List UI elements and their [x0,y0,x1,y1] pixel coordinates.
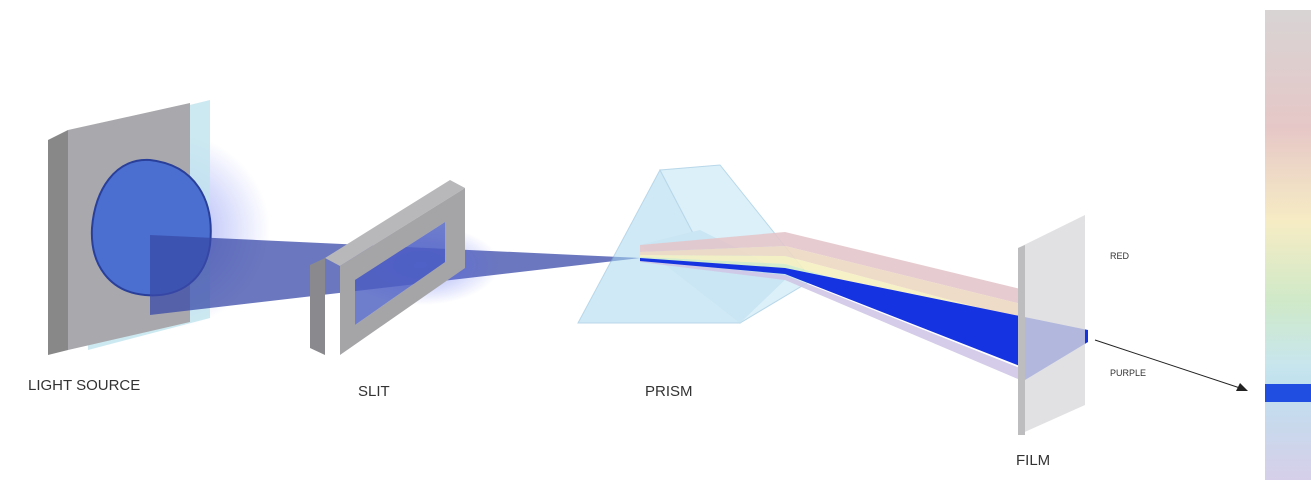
film [1018,215,1085,435]
label: PURPLE [1110,368,1146,378]
label: SLIT [358,383,390,400]
label: LIGHT SOURCE [28,377,140,394]
spectrum-bar [1265,10,1311,480]
light-source [48,100,270,355]
label: RED [1110,251,1130,261]
label: FILM [1016,452,1050,469]
arrow [1094,339,1248,391]
slit [310,180,500,355]
label: PRISM [645,383,693,400]
